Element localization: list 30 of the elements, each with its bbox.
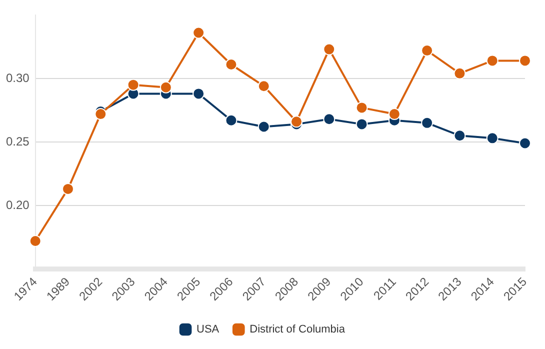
legend-label: District of Columbia xyxy=(250,324,346,336)
legend-label: USA xyxy=(196,324,220,336)
point xyxy=(94,108,107,120)
point xyxy=(160,81,172,94)
point xyxy=(356,102,368,114)
point xyxy=(519,137,531,150)
y-tick-label: 0.25 xyxy=(6,134,30,148)
y-tick-label: 0.30 xyxy=(6,70,30,85)
point xyxy=(421,44,434,57)
y-tick-label: 0.20 xyxy=(6,198,30,212)
point xyxy=(486,54,498,67)
point xyxy=(454,67,466,80)
point xyxy=(290,116,302,128)
point xyxy=(192,26,205,39)
point xyxy=(486,132,498,144)
point xyxy=(388,108,400,120)
point xyxy=(225,114,238,126)
point xyxy=(421,116,434,129)
point xyxy=(519,54,531,67)
point xyxy=(323,43,336,56)
point xyxy=(225,58,238,71)
point xyxy=(62,182,74,195)
point xyxy=(454,130,466,142)
point xyxy=(323,113,336,126)
point xyxy=(29,235,42,248)
point xyxy=(356,118,368,130)
point xyxy=(258,120,270,133)
point xyxy=(192,88,205,100)
point xyxy=(127,78,140,91)
point xyxy=(258,80,270,92)
